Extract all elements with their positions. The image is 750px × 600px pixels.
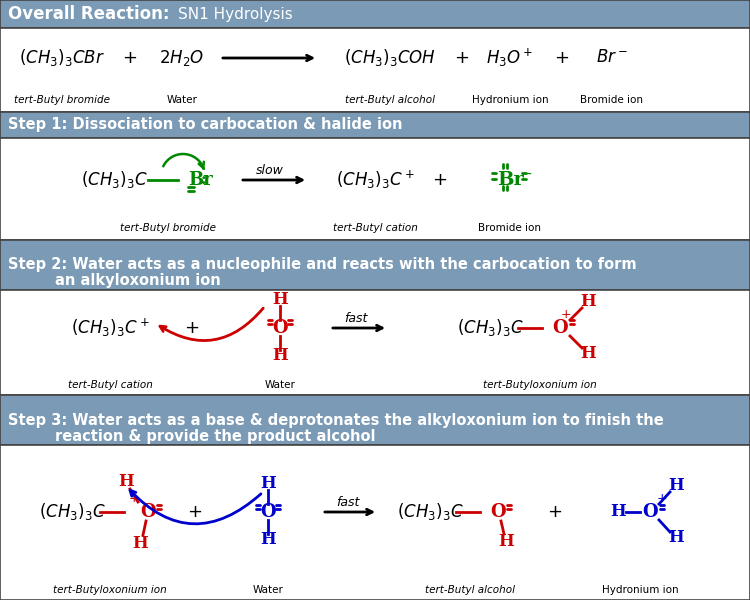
Text: tert-Butyl bromide: tert-Butyl bromide — [14, 95, 110, 105]
Text: +: + — [184, 319, 200, 337]
Bar — [0, 112, 750, 138]
Text: Bromide ion: Bromide ion — [580, 95, 644, 105]
Text: O: O — [140, 503, 156, 521]
Text: O: O — [642, 503, 658, 521]
Text: $(CH_3)_3C$: $(CH_3)_3C$ — [397, 502, 464, 523]
Text: H: H — [272, 292, 288, 308]
Text: SN1 Hydrolysis: SN1 Hydrolysis — [178, 7, 292, 22]
Text: H: H — [668, 478, 684, 494]
Text: $(CH_3)_3C^+$: $(CH_3)_3C^+$ — [336, 169, 414, 191]
Text: H: H — [668, 529, 684, 547]
Bar — [0, 28, 750, 112]
Text: $(CH_3)_3CBr$: $(CH_3)_3CBr$ — [19, 47, 105, 68]
Text: Hydronium ion: Hydronium ion — [602, 585, 678, 595]
Text: fast: fast — [344, 311, 368, 325]
Text: +: + — [657, 491, 668, 505]
Text: +: + — [122, 49, 137, 67]
Text: H: H — [272, 347, 288, 364]
Bar — [0, 240, 750, 290]
Bar — [0, 395, 750, 445]
Text: Water: Water — [166, 95, 197, 105]
Text: slow: slow — [256, 164, 284, 178]
Text: Bromide ion: Bromide ion — [478, 223, 542, 233]
Text: Step 2: Water acts as a nucleophile and reacts with the carbocation to form: Step 2: Water acts as a nucleophile and … — [8, 257, 637, 272]
Text: tert-Butyloxonium ion: tert-Butyloxonium ion — [53, 585, 166, 595]
Text: Br: Br — [496, 171, 523, 189]
Bar — [0, 290, 750, 395]
Text: tert-Butyl cation: tert-Butyl cation — [332, 223, 418, 233]
Text: H: H — [260, 532, 276, 548]
Text: Water: Water — [253, 585, 284, 595]
Text: +: + — [548, 503, 562, 521]
Bar — [0, 445, 750, 600]
Text: $(CH_3)_3COH$: $(CH_3)_3COH$ — [344, 47, 436, 68]
Text: tert-Butyl alcohol: tert-Butyl alcohol — [345, 95, 435, 105]
Text: fast: fast — [336, 496, 360, 509]
Text: O: O — [272, 319, 288, 337]
Text: tert-Butyl bromide: tert-Butyl bromide — [120, 223, 216, 233]
Text: H: H — [132, 535, 148, 553]
Text: +: + — [129, 491, 140, 505]
Text: $(CH_3)_3C^+$: $(CH_3)_3C^+$ — [70, 317, 149, 339]
Text: O: O — [490, 503, 506, 521]
Text: H: H — [498, 533, 514, 551]
Text: $Br^-$: $Br^-$ — [596, 49, 628, 67]
Bar — [0, 138, 750, 240]
Text: −: − — [520, 167, 532, 181]
Text: $(CH_3)_3C$: $(CH_3)_3C$ — [457, 317, 524, 338]
Text: Br: Br — [188, 171, 213, 189]
Text: +: + — [554, 49, 569, 67]
Text: $2H_2O$: $2H_2O$ — [159, 48, 205, 68]
Text: tert-Butyl alcohol: tert-Butyl alcohol — [425, 585, 515, 595]
Text: H: H — [580, 293, 596, 311]
Text: Hydronium ion: Hydronium ion — [472, 95, 548, 105]
Text: Water: Water — [265, 380, 296, 390]
Text: tert-Butyl cation: tert-Butyl cation — [68, 380, 152, 390]
Text: $(CH_3)_3C$: $(CH_3)_3C$ — [39, 502, 105, 523]
Text: H: H — [118, 473, 134, 491]
Text: O: O — [260, 503, 276, 521]
Text: an alkyloxonium ion: an alkyloxonium ion — [55, 272, 220, 287]
Text: H: H — [610, 503, 626, 520]
Bar — [0, 0, 750, 28]
Text: Step 3: Water acts as a base & deprotonates the alkyloxonium ion to finish the: Step 3: Water acts as a base & deprotona… — [8, 413, 664, 427]
Text: $(CH_3)_3C$: $(CH_3)_3C$ — [82, 169, 148, 191]
Text: O: O — [552, 319, 568, 337]
Text: tert-Butyloxonium ion: tert-Butyloxonium ion — [483, 380, 597, 390]
Text: reaction & provide the product alcohol: reaction & provide the product alcohol — [55, 430, 376, 445]
Text: :: : — [201, 173, 206, 187]
Text: Overall Reaction:: Overall Reaction: — [8, 5, 176, 23]
Text: +: + — [561, 308, 572, 322]
Text: $H_3O^+$: $H_3O^+$ — [486, 47, 534, 69]
Text: Step 1: Dissociation to carbocation & halide ion: Step 1: Dissociation to carbocation & ha… — [8, 118, 403, 133]
Text: H: H — [260, 475, 276, 493]
Text: H: H — [580, 346, 596, 362]
Text: +: + — [188, 503, 202, 521]
Text: +: + — [433, 171, 448, 189]
Text: +: + — [454, 49, 470, 67]
